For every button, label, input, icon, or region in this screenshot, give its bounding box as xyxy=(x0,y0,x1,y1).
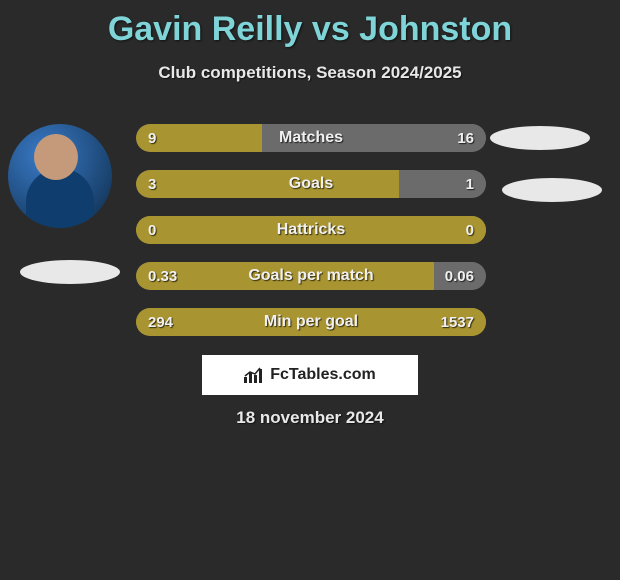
page-subtitle: Club competitions, Season 2024/2025 xyxy=(0,63,620,83)
page-title: Gavin Reilly vs Johnston xyxy=(0,0,620,49)
player-right-ellipse-1 xyxy=(490,126,590,150)
chart-icon xyxy=(244,367,264,383)
fctables-logo: FcTables.com xyxy=(202,355,418,395)
stat-value-right: 16 xyxy=(457,124,474,152)
stat-value-right: 0.06 xyxy=(445,262,474,290)
player-left-name-ellipse xyxy=(20,260,120,284)
snapshot-date: 18 november 2024 xyxy=(0,408,620,428)
stat-label: Goals per match xyxy=(136,262,486,290)
stats-comparison-chart: 9Matches16 3Goals1 0Hattricks0 0.33Goals pe… xyxy=(136,124,486,354)
stat-row: 3Goals1 xyxy=(136,170,486,198)
stat-label: Matches xyxy=(136,124,486,152)
stat-value-right: 0 xyxy=(466,216,474,244)
stat-row: 294Min per goal1537 xyxy=(136,308,486,336)
stat-value-right: 1537 xyxy=(441,308,474,336)
stat-row: 0Hattricks0 xyxy=(136,216,486,244)
player-left-avatar xyxy=(8,124,112,228)
stat-row: 0.33Goals per match0.06 xyxy=(136,262,486,290)
stat-row: 9Matches16 xyxy=(136,124,486,152)
logo-text: FcTables.com xyxy=(270,366,376,384)
player-right-ellipse-2 xyxy=(502,178,602,202)
stat-label: Goals xyxy=(136,170,486,198)
stat-label: Hattricks xyxy=(136,216,486,244)
stat-value-right: 1 xyxy=(466,170,474,198)
stat-label: Min per goal xyxy=(136,308,486,336)
